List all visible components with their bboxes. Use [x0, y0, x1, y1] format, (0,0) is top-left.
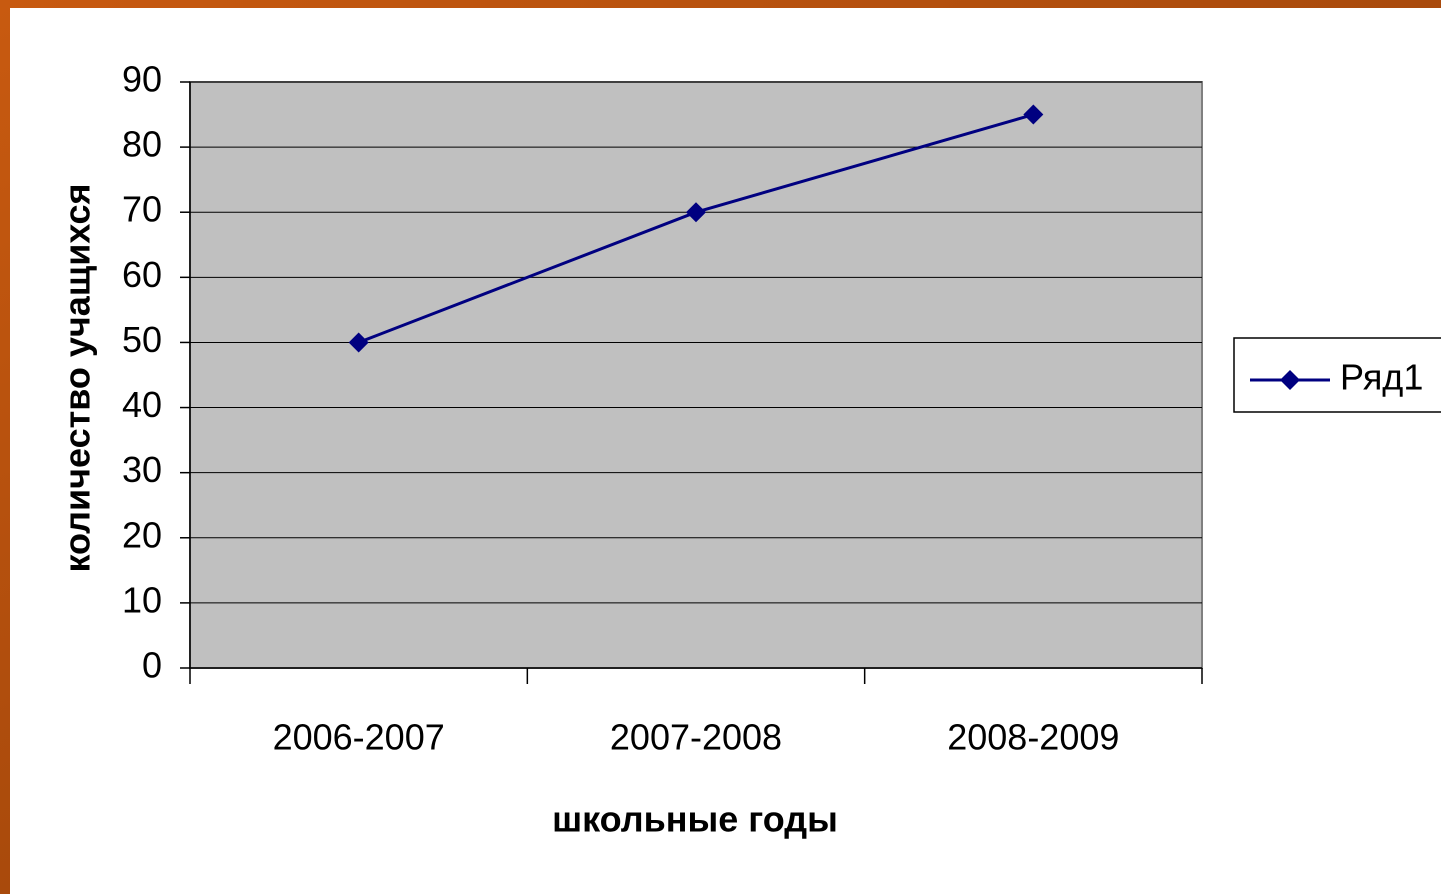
point-marker [1023, 104, 1044, 125]
y-tick-label: 0 [142, 645, 162, 686]
y-tick-label: 90 [122, 59, 162, 100]
y-tick-label: 40 [122, 384, 162, 425]
point-marker [348, 332, 369, 353]
y-axis-title: количество учащихся [57, 184, 98, 573]
legend-marker [1280, 370, 1300, 390]
y-tick-label: 50 [122, 319, 162, 360]
y-tick-label: 60 [122, 254, 162, 295]
legend-box [1233, 337, 1441, 413]
y-tick-label: 10 [122, 579, 162, 620]
x-tick-label: 2007-2008 [610, 717, 782, 758]
y-tick-label: 70 [122, 189, 162, 230]
plot-area [189, 81, 1203, 669]
point-marker [686, 202, 706, 223]
x-tick-label: 2006-2007 [273, 717, 445, 758]
x-tick-label: 2008-2009 [947, 717, 1119, 758]
y-tick-label: 20 [122, 514, 162, 555]
y-tick-label: 80 [122, 124, 162, 165]
legend-label: Ряд1 [1340, 357, 1423, 398]
x-axis-title: школьные годы [552, 799, 838, 840]
y-tick-label: 30 [122, 449, 162, 490]
